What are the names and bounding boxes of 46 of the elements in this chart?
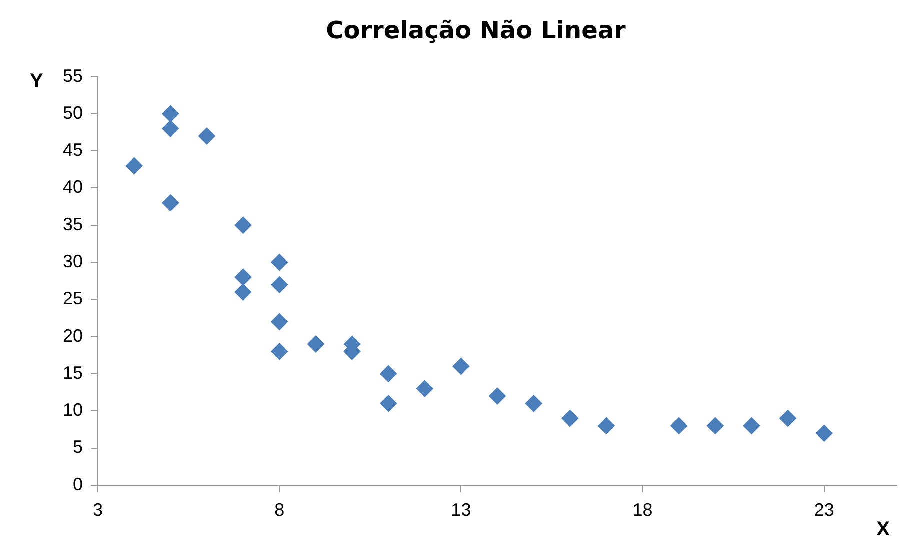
point <box>271 313 288 330</box>
y-tick-label: 0 <box>73 474 84 494</box>
y-tick-label: 15 <box>62 362 84 383</box>
point <box>706 417 724 434</box>
y-tick-label: 45 <box>62 140 84 160</box>
y-tick-label: 5 <box>73 437 84 458</box>
y-tick-label: 30 <box>62 251 84 272</box>
y-axis-title: Y <box>30 70 44 93</box>
y-tick-label: 25 <box>62 288 84 309</box>
point <box>416 380 434 398</box>
point <box>162 105 180 122</box>
point <box>234 268 252 286</box>
point <box>271 276 288 294</box>
point <box>743 417 760 434</box>
point <box>562 410 579 428</box>
y-tick-label: 50 <box>62 102 84 123</box>
point <box>380 395 398 412</box>
point <box>489 388 506 405</box>
point <box>780 410 797 428</box>
point <box>126 157 143 174</box>
point <box>598 417 615 434</box>
point <box>271 343 288 360</box>
chart-title: Correlação Não Linear <box>326 16 626 45</box>
x-axis-title: X <box>876 518 891 541</box>
y-tick-label: 55 <box>62 66 84 86</box>
point <box>307 336 324 353</box>
point <box>452 358 470 376</box>
point <box>162 120 180 138</box>
point <box>198 128 216 145</box>
point <box>234 216 252 234</box>
x-tick-label: 13 <box>451 500 472 520</box>
point <box>162 194 180 212</box>
y-tick-label: 35 <box>62 214 84 234</box>
point <box>234 284 252 301</box>
point <box>816 424 833 442</box>
point <box>380 365 398 382</box>
point <box>670 417 688 434</box>
x-tick-label: 23 <box>814 500 834 520</box>
y-tick-label: 40 <box>62 177 84 198</box>
x-tick-label: 8 <box>274 500 285 520</box>
point <box>271 254 288 272</box>
x-tick-label: 18 <box>632 500 653 520</box>
y-tick-label: 10 <box>62 400 84 420</box>
x-tick-label: 3 <box>93 500 104 520</box>
point <box>525 395 542 412</box>
y-tick-label: 20 <box>62 326 84 346</box>
